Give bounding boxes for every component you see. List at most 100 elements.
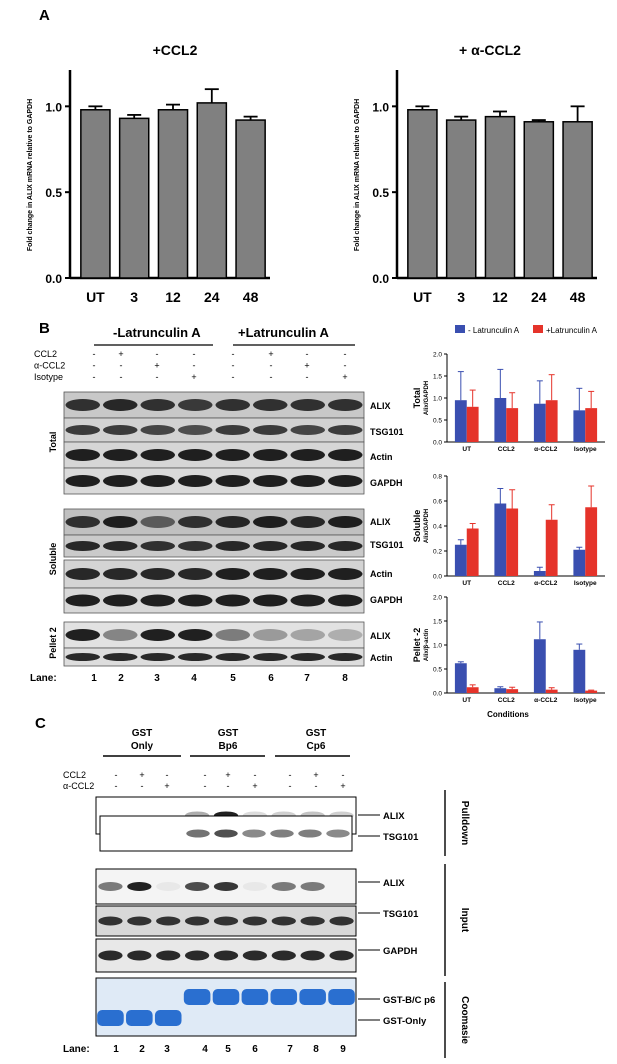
x-tick-label: UT <box>462 697 471 704</box>
soluble-tsg101-band <box>290 541 325 551</box>
x-tick-label: CCL2 <box>498 580 515 587</box>
treatment-mark: - <box>254 770 257 780</box>
y-tick-label: 0.5 <box>45 186 62 200</box>
y-tick-label: 0.0 <box>433 574 442 581</box>
x-tick-label: Isotype <box>574 697 597 704</box>
band-label: Actin <box>370 653 393 663</box>
y-tick-label: 2.0 <box>433 352 442 359</box>
total-actin-band <box>253 449 288 461</box>
total-actin-band <box>178 449 213 461</box>
group-header: GST <box>218 728 239 739</box>
band-label: Actin <box>370 569 393 579</box>
coomasie-strip <box>95 977 357 1037</box>
treatment-mark: - <box>120 372 123 382</box>
pellet-alix-band <box>178 629 213 641</box>
bar <box>545 519 558 576</box>
band-label: ALIX <box>370 517 391 527</box>
y-tick-label: 0.4 <box>433 524 442 531</box>
input-gapdh-band <box>271 950 296 961</box>
treatment-mark: - <box>344 361 347 371</box>
y-axis-sublabel: Alix/β-actin <box>424 629 430 662</box>
y-tick-label: 0.0 <box>433 440 442 447</box>
pellet-alix-band <box>290 629 325 641</box>
total-alix-band <box>140 399 175 411</box>
lane-number: 3 <box>154 673 160 684</box>
x-tick-label: 48 <box>570 289 586 305</box>
soluble-actin-band <box>178 568 213 580</box>
total-gapdh-band <box>140 475 175 487</box>
total-alix-band <box>328 399 363 411</box>
pulldown-tsg101-band <box>270 829 294 838</box>
total-actin-band <box>65 449 100 461</box>
pellet-alix-band <box>140 629 175 641</box>
bar <box>407 109 438 279</box>
treatment-mark: - <box>227 781 230 791</box>
soluble-actin-band <box>65 568 100 580</box>
lane-number: 5 <box>230 673 236 684</box>
blot-b-images <box>63 391 365 667</box>
y-tick-label: 0.0 <box>433 691 442 698</box>
lane-number: 4 <box>202 1044 208 1055</box>
soluble-gapdh-band <box>65 594 100 607</box>
bar <box>506 408 519 442</box>
bar <box>533 639 546 693</box>
soluble-gapdh-band <box>178 594 213 607</box>
input-tsg101-band <box>98 916 123 926</box>
pellet-actin-band <box>215 653 250 661</box>
treatment-mark: + <box>225 770 230 780</box>
total-alix-band <box>65 399 100 411</box>
coomasie-band <box>212 989 240 1005</box>
coomasie-band <box>183 989 211 1005</box>
pellet-actin-band <box>178 653 213 661</box>
group-header: Bp6 <box>219 741 238 752</box>
treatment-mark: + <box>139 770 144 780</box>
soluble-alix-band <box>65 516 100 528</box>
soluble-gapdh-band <box>140 594 175 607</box>
soluble-alix-band <box>253 516 288 528</box>
blot-c-images: ALIX TSG101 ALIX TSG101 GAPDH GST-B/C p6 GST-O… <box>63 790 470 1058</box>
x-tick-label: 48 <box>243 289 259 305</box>
band-label: GAPDH <box>370 595 403 605</box>
bar <box>454 544 467 576</box>
bar <box>523 121 555 279</box>
bar <box>506 508 519 576</box>
lane-number: 4 <box>191 673 197 684</box>
total-tsg101-band <box>178 425 213 435</box>
treatment-mark: + <box>313 770 318 780</box>
lane-number: 8 <box>342 673 348 684</box>
bar <box>585 507 598 576</box>
bar <box>118 117 150 279</box>
y-axis-label: Fold change in ALIX mRNA relative to GAP… <box>354 99 361 251</box>
input-alix-band <box>213 882 239 891</box>
y-tick-label: 0.2 <box>433 549 442 556</box>
treatment-mark: + <box>268 349 273 359</box>
total-alix-band <box>290 399 325 411</box>
soluble-gapdh-band <box>103 594 138 607</box>
y-tick-label: 1.0 <box>45 100 62 114</box>
y-tick-label: 0.0 <box>372 272 389 286</box>
soluble-alix-band <box>290 516 325 528</box>
lane-number: 7 <box>304 673 310 684</box>
pulldown-tsg101-band <box>298 829 322 838</box>
chart-ccl2-alix-mrna: +CCL2 0.0 0.5 1.0 Fold change in ALIX mRNA r… <box>27 42 270 305</box>
bar <box>235 119 266 279</box>
lane-number: 7 <box>287 1044 293 1055</box>
pulldown-tsg101-band <box>242 829 266 838</box>
soluble-actin-band <box>140 568 175 580</box>
x-tick-label: 24 <box>204 289 220 305</box>
band-label: GAPDH <box>370 478 403 488</box>
soluble-gapdh-band <box>290 594 325 607</box>
pulldown-tsg101-band <box>214 829 238 838</box>
treatment-mark: - <box>156 372 159 382</box>
coomasie-band <box>154 1010 182 1026</box>
total-gapdh-band <box>103 475 138 487</box>
pellet-actin-band <box>140 653 175 661</box>
soluble-actin-band <box>290 568 325 580</box>
group-label: Soluble <box>48 543 58 576</box>
lane-number: 1 <box>113 1044 119 1055</box>
band-label: ALIX <box>383 878 405 889</box>
treatment-mark: - <box>315 781 318 791</box>
soluble-actin-band <box>215 568 250 580</box>
bar <box>545 689 558 693</box>
group-header: Cp6 <box>307 741 326 752</box>
